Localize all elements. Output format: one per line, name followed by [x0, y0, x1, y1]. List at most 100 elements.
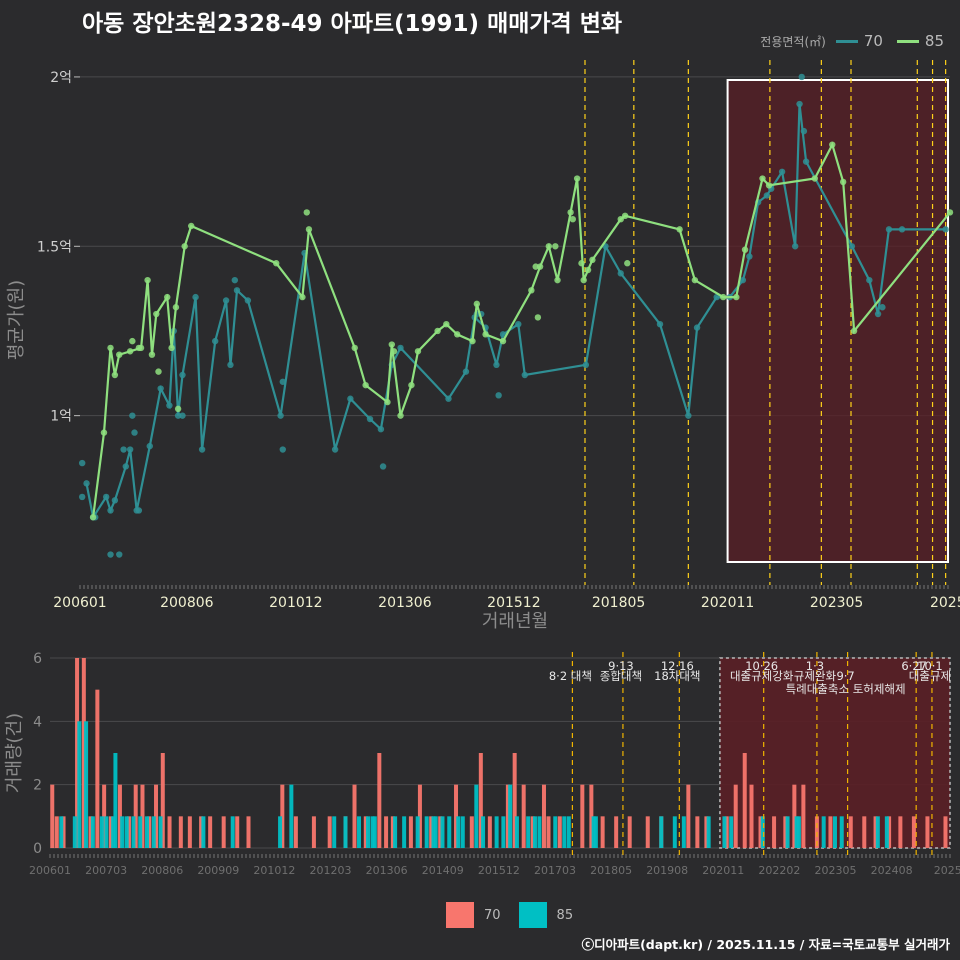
data-point-85	[135, 344, 143, 352]
data-point-85	[733, 293, 740, 301]
bar-85	[357, 816, 362, 848]
price-chart: 1억 1.5억 2억 200601 200806 201012 201306 201512 20…	[6, 60, 960, 632]
bar-70	[512, 753, 517, 848]
data-point-70	[192, 293, 199, 301]
x-tick-label: 2025	[934, 864, 960, 877]
bar-85	[481, 816, 486, 848]
bar-85	[402, 816, 407, 848]
data-point-70	[848, 243, 856, 250]
data-point-70	[331, 446, 339, 453]
bar-85	[514, 816, 519, 848]
data-point-85	[759, 175, 766, 182]
bar-70	[862, 816, 867, 848]
data-point-70	[693, 324, 701, 331]
bar-85	[104, 816, 109, 848]
bar-70	[873, 816, 878, 848]
bar-85	[366, 816, 371, 848]
data-point-85	[168, 344, 175, 352]
bar-70	[81, 658, 86, 848]
bar-70	[742, 753, 747, 848]
bar-70	[600, 816, 605, 848]
data-point-70	[222, 297, 230, 304]
data-point-70	[347, 395, 354, 402]
data-point-70	[866, 276, 873, 284]
bar-70	[925, 816, 930, 848]
bar-70	[167, 816, 172, 848]
legend-swatch-85	[896, 39, 919, 43]
bar-85	[553, 816, 558, 848]
bar-70	[199, 816, 204, 848]
bar-85	[332, 816, 337, 848]
bar-85	[794, 816, 799, 848]
bar-70	[704, 816, 709, 848]
bar-85	[113, 753, 118, 848]
data-point-85	[414, 348, 422, 355]
data-point-70	[179, 371, 186, 379]
data-point-70	[198, 446, 206, 453]
data-point-85	[567, 209, 574, 216]
x-tick-label: 201908	[646, 864, 688, 877]
bar-85	[440, 816, 445, 848]
bar-85	[131, 816, 136, 848]
x-tick-label: 201203	[310, 864, 352, 877]
data-point-85	[469, 337, 476, 345]
data-point-70	[233, 287, 241, 294]
bar-70	[724, 816, 729, 848]
data-point-85	[100, 429, 108, 436]
data-point-85	[164, 293, 171, 301]
data-point-85	[765, 182, 773, 189]
legend-label-85: 85	[924, 32, 944, 50]
data-point-70	[800, 127, 808, 135]
bar-70	[377, 753, 382, 848]
data-point-85	[172, 304, 180, 311]
data-point-85	[155, 368, 162, 375]
x-tick-label: 201012	[269, 595, 322, 611]
bar-70	[429, 816, 434, 848]
data-point-85	[181, 243, 188, 250]
bar-85	[59, 816, 64, 848]
data-point-70	[279, 446, 286, 453]
legend-volume: 70 85	[446, 902, 573, 928]
data-point-85	[691, 276, 699, 284]
bar-70	[848, 816, 853, 848]
policy-label: 18차대책	[654, 669, 700, 683]
data-point-70	[739, 276, 747, 284]
y-tick-label: 0	[33, 841, 42, 857]
bar-70	[140, 784, 145, 848]
data-point-85	[580, 276, 587, 284]
bar-70	[178, 816, 183, 848]
x-tick-label: 201012	[253, 864, 295, 877]
bar-85	[77, 721, 82, 848]
bar-70	[614, 816, 619, 848]
bar-85	[99, 816, 104, 848]
legend-bar-label-85: 85	[556, 907, 574, 923]
y-tick-label: 2	[33, 778, 42, 794]
data-point-85	[850, 327, 858, 335]
bar-70	[911, 816, 916, 848]
data-point-85	[408, 381, 415, 389]
bar-85	[785, 816, 790, 848]
bar-85	[508, 784, 513, 848]
bar-70	[521, 784, 526, 848]
data-point-70	[397, 344, 404, 352]
bar-70	[75, 658, 80, 848]
data-point-70	[135, 507, 143, 514]
x-tick-label: 200806	[160, 595, 214, 611]
bar-85	[144, 816, 149, 848]
bar-70	[541, 784, 546, 848]
bar-70	[580, 784, 585, 848]
bar-70	[943, 816, 948, 848]
data-point-70	[445, 395, 452, 402]
policy-label: 1·3	[806, 659, 824, 673]
data-point-70	[798, 73, 805, 81]
data-point-85	[554, 276, 561, 284]
bar-70	[311, 816, 316, 848]
bar-85	[537, 816, 542, 848]
x-tick-label: 200909	[197, 864, 239, 877]
data-point-85	[305, 226, 313, 233]
data-point-70	[746, 253, 753, 260]
data-point-85	[811, 175, 819, 182]
legend-label-70: 70	[863, 32, 883, 50]
bar-70	[50, 784, 55, 848]
